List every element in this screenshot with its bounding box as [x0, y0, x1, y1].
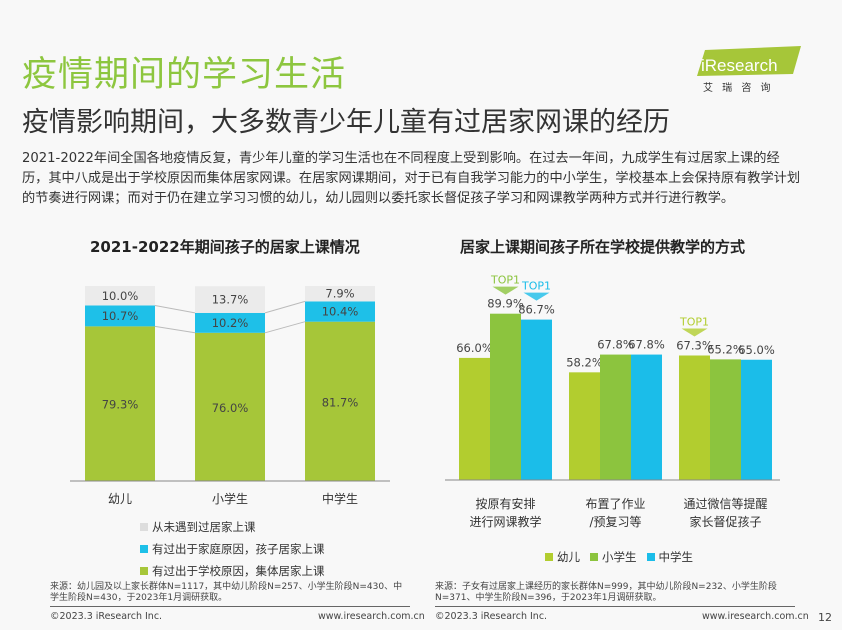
connector-line [154, 305, 196, 314]
bar [600, 354, 631, 480]
data-label: 86.7% [518, 303, 555, 317]
bar [631, 354, 662, 480]
top1-arrow-icon [523, 292, 550, 301]
connector-line [264, 300, 306, 314]
legend-swatch [140, 545, 148, 553]
legend-swatch [590, 553, 598, 561]
legend-swatch [646, 553, 655, 561]
legend-item: 有过出于家庭原因，孩子居家上课 [140, 541, 325, 557]
right-legend: 幼儿 小学生 中学生 [545, 549, 693, 565]
bar [710, 359, 741, 480]
connector-line [154, 325, 196, 334]
category-label: /预复习等 [589, 515, 641, 529]
data-label: 7.9% [325, 287, 354, 301]
website-link[interactable]: www.iresearch.com.cn [702, 611, 809, 622]
bar [569, 372, 600, 480]
bar-segment [85, 305, 155, 327]
category-label: 家长督促孩子 [689, 514, 761, 529]
bar [490, 313, 521, 480]
top1-label: TOP1 [521, 280, 551, 293]
data-label: 10.2% [212, 316, 249, 330]
page-number: 12 [818, 611, 832, 624]
data-label: 10.0% [102, 289, 139, 303]
bar-segment [305, 321, 375, 481]
svg-text:艾 瑞 咨 询: 艾 瑞 咨 询 [703, 81, 774, 94]
bar [679, 355, 710, 480]
legend-label: 从未遇到过居家上课 [152, 520, 256, 534]
legend-label: 幼儿 [557, 550, 580, 564]
category-label: 幼儿 [108, 492, 132, 506]
bar [521, 319, 552, 480]
top1-label: TOP1 [490, 274, 520, 287]
legend-swatch [545, 553, 553, 561]
legend-label: 有过出于家庭原因，孩子居家上课 [152, 542, 325, 556]
bar-segment [305, 301, 375, 322]
copyright: ©2023.3 iResearch Inc. [50, 611, 163, 622]
connector-line [264, 321, 306, 334]
legend-item: 中学生 [646, 549, 694, 565]
data-label: 67.8% [628, 338, 665, 352]
data-label: 58.2% [566, 355, 603, 369]
source-note-left: 来源：幼儿园及以上家长群体N=1117，其中幼儿阶段N=257、小学生阶段N=4… [50, 582, 403, 603]
top1-label: TOP1 [679, 315, 709, 328]
category-label: 通过微信等提醒 [683, 496, 767, 511]
bar [741, 359, 772, 480]
logo-icon: iResearch 艾 瑞 咨 询 [697, 46, 801, 94]
data-label: 65.2% [707, 342, 744, 356]
legend-label: 小学生 [602, 550, 637, 564]
divider [50, 606, 410, 607]
data-label: 65.0% [738, 343, 775, 357]
copyright: ©2023.3 iResearch Inc. [435, 611, 548, 622]
data-label: 13.7% [212, 293, 249, 307]
legend-item: 幼儿 [545, 549, 580, 565]
legend-item: 小学生 [590, 549, 637, 565]
category-label: 按原有安排 [475, 496, 535, 511]
legend-label: 有过出于学校原因，集体居家上课 [152, 564, 325, 578]
page-title: 疫情期间的学习生活 [22, 55, 347, 95]
data-label: 67.8% [597, 338, 634, 352]
data-label: 10.4% [322, 305, 359, 319]
bar-segment [85, 326, 155, 481]
data-label: 79.3% [102, 398, 139, 412]
left-chart-title: 2021-2022年期间孩子的居家上课情况 [90, 238, 360, 256]
right-chart-title: 居家上课期间孩子所在学校提供教学的方式 [460, 238, 746, 256]
top1-arrow-icon [681, 328, 708, 337]
source-note-right: 来源：子女有过居家上课经历的家长群体N=999，其中幼儿阶段N=232、小学生阶… [435, 582, 777, 603]
left-legend: 有过出于学校原因，集体居家上课 有过出于家庭原因，孩子居家上课 从未遇到过居家上课 [140, 519, 325, 579]
category-label: 布置了作业 [585, 497, 645, 511]
divider [435, 606, 795, 607]
top1-arrow-icon [492, 286, 519, 295]
bar-segment [305, 286, 375, 302]
left-chart: 79.3% 10.7% 10.0% 幼儿 76.0% 10.2% 13.7% 小学生 81.7%… [70, 286, 390, 506]
legend-swatch [140, 567, 148, 575]
data-label: 89.9% [487, 297, 524, 311]
bar-segment [195, 286, 265, 313]
website-link[interactable]: www.iresearch.com.cn [318, 611, 425, 622]
data-label: 67.3% [676, 338, 713, 352]
bar [459, 357, 490, 480]
bar-segment [85, 286, 155, 306]
category-label: 中学生 [322, 491, 358, 506]
legend-item: 有过出于学校原因，集体居家上课 [140, 563, 325, 579]
bar-segment [195, 312, 265, 333]
bar-segment [195, 332, 265, 481]
svg-text:iResearch: iResearch [701, 56, 778, 75]
category-label: 小学生 [212, 491, 248, 506]
data-label: 66.0% [456, 341, 493, 355]
page-subtitle: 疫情影响期间，大多数青少年儿童有过居家网课的经历 [22, 107, 670, 138]
legend-item: 从未遇到过居家上课 [140, 519, 325, 535]
iresearch-logo: iResearch 艾 瑞 咨 询 [693, 46, 803, 100]
legend-swatch [140, 523, 148, 531]
data-label: 76.0% [212, 401, 249, 415]
data-label: 10.7% [102, 309, 139, 323]
legend-label: 中学生 [658, 550, 694, 564]
data-label: 81.7% [322, 395, 359, 409]
body-text: 2021-2022年间全国各地疫情反复，青少年儿童的学习生活也在不同程度上受到影… [22, 151, 801, 206]
category-label: 进行网课教学 [469, 514, 541, 529]
